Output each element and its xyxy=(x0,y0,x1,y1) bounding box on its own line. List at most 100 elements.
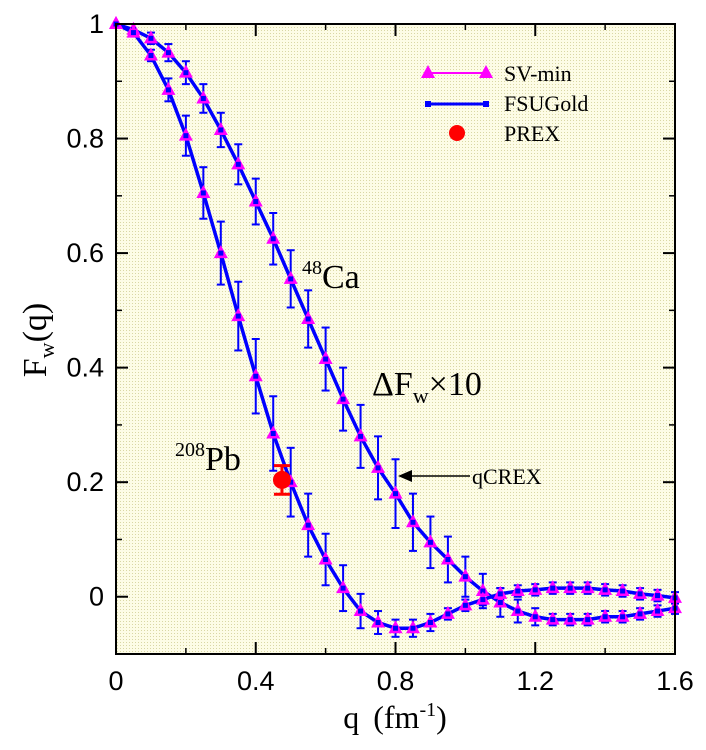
y-tick-label: 0.8 xyxy=(66,124,104,154)
fsugold-marker-208pb xyxy=(375,620,381,625)
y-axis-label-arg: (q) xyxy=(17,303,54,343)
fsugold-marker-208pb xyxy=(253,373,259,379)
legend-prex-label: PREX xyxy=(504,121,560,146)
fsugold-marker-48ca xyxy=(655,608,661,614)
fsugold-marker-208pb xyxy=(497,591,503,597)
x-axis-label: q (fm-1) xyxy=(343,699,447,735)
x-axis-label-unit: (fm xyxy=(373,699,419,735)
fsugold-marker-208pb xyxy=(462,602,468,608)
pb-label: 208Pb xyxy=(175,439,241,478)
delta-sub: w xyxy=(413,383,429,408)
fsugold-marker-208pb xyxy=(655,593,661,599)
y-axis-label-sub: w xyxy=(34,342,59,358)
pb-symbol: Pb xyxy=(205,441,241,478)
fsugold-marker-48ca xyxy=(165,50,171,56)
legend-sv-min-label: SV-min xyxy=(504,61,572,86)
fsugold-marker-208pb xyxy=(410,625,416,631)
y-tick-label: 0.4 xyxy=(66,353,104,383)
fsugold-marker-48ca xyxy=(305,316,311,322)
ca-mass: 48 xyxy=(302,257,322,279)
fsugold-marker-208pb xyxy=(602,587,608,593)
qcrex-arrow-head xyxy=(398,470,412,482)
legend-item-prex: PREX xyxy=(449,121,560,146)
fsugold-marker-48ca xyxy=(358,433,364,439)
legend-item-sv-min: SV-min xyxy=(421,61,572,86)
fsugold-marker-48ca xyxy=(235,161,241,167)
fsugold-marker-48ca xyxy=(497,599,503,605)
delta-main: ΔF xyxy=(372,366,413,403)
fsugold-marker-48ca xyxy=(515,608,521,614)
fsugold-marker-208pb xyxy=(288,479,294,485)
fsugold-marker-48ca xyxy=(183,70,189,76)
fsugold-marker-48ca xyxy=(148,35,154,41)
fsugold-marker-208pb xyxy=(218,250,224,256)
y-axis-label: Fw(q) xyxy=(17,303,59,377)
legend-fsugold-marker-right xyxy=(483,101,489,107)
series-markers xyxy=(109,16,682,634)
fsugold-marker-208pb xyxy=(393,625,398,631)
fsugold-marker-48ca xyxy=(620,614,626,620)
fsugold-marker-208pb xyxy=(130,30,136,36)
fsugold-marker-48ca xyxy=(253,199,259,205)
prex-marker xyxy=(272,470,291,489)
fsugold-marker-48ca xyxy=(393,491,398,497)
x-axis-label-exp: -1 xyxy=(419,699,436,721)
fsugold-marker-48ca xyxy=(445,557,451,562)
legend-item-fsugold: FSUGold xyxy=(425,91,588,116)
legend-sv-min-marker-left xyxy=(421,65,435,78)
x-tick-label: 0 xyxy=(108,666,123,696)
fsugold-marker-48ca xyxy=(602,614,608,620)
legend-sv-min-marker-right xyxy=(479,65,493,78)
legend: SV-min FSUGold PREX xyxy=(421,61,588,146)
fsugold-marker-208pb xyxy=(585,585,591,591)
fsugold-marker-208pb xyxy=(358,608,364,614)
fsugold-marker-48ca xyxy=(200,95,206,101)
plot-background xyxy=(116,24,675,654)
fsugold-marker-48ca xyxy=(288,276,294,282)
y-axis-label-main: F xyxy=(17,358,54,377)
prex-point xyxy=(272,464,291,496)
plot-frame xyxy=(115,23,676,655)
delta-tail: ×10 xyxy=(429,366,482,403)
fsugold-marker-48ca xyxy=(480,588,486,594)
delta-label: ΔFw×10 xyxy=(372,366,482,408)
pb-mass: 208 xyxy=(175,439,205,461)
fsugold-marker-48ca xyxy=(550,617,556,623)
fsugold-marker-48ca xyxy=(567,617,573,623)
x-axis-label-close: ) xyxy=(436,699,447,735)
fsugold-marker-208pb xyxy=(200,190,206,196)
legend-fsugold-marker-left xyxy=(425,101,431,107)
fsugold-marker-48ca xyxy=(323,356,329,362)
qcrex-annotation: qCREX xyxy=(398,464,542,489)
fsugold-marker-48ca xyxy=(218,127,224,133)
fsugold-marker-208pb xyxy=(305,522,311,528)
qcrex-label: qCREX xyxy=(472,464,542,489)
y-tick-label: 0.6 xyxy=(66,238,104,268)
fsugold-marker-208pb xyxy=(148,53,154,58)
ca-label: 48Ca xyxy=(302,257,360,296)
legend-fsugold-label: FSUGold xyxy=(504,91,588,116)
y-tick-label: 0.2 xyxy=(66,467,104,497)
fsugold-marker-208pb xyxy=(515,588,521,594)
x-tick-label: 0.8 xyxy=(377,666,415,696)
fsugold-marker-48ca xyxy=(375,465,381,471)
fsugold-marker-208pb xyxy=(445,611,451,617)
fsugold-marker-48ca xyxy=(585,617,591,623)
x-axis-label-main: q xyxy=(343,699,359,735)
fsugold-marker-208pb xyxy=(340,585,346,591)
fsugold-marker-208pb xyxy=(480,597,486,603)
fsugold-marker-48ca xyxy=(270,236,276,242)
legend-prex-marker xyxy=(449,125,465,141)
fsugold-marker-48ca xyxy=(340,396,346,402)
y-tick-label: 0 xyxy=(89,582,104,612)
fsugold-marker-208pb xyxy=(637,591,643,597)
tick-labels: 0 0.4 0.8 1.2 1.6 0 0.2 0.4 0.6 0.8 1 xyxy=(66,9,693,696)
fsugold-marker-48ca xyxy=(462,574,468,580)
x-tick-label: 1.6 xyxy=(656,666,694,696)
fsugold-marker-208pb xyxy=(550,585,556,591)
y-tick-label: 1 xyxy=(89,9,104,39)
fsugold-marker-208pb xyxy=(620,588,626,594)
x-tick-label: 0.4 xyxy=(237,666,275,696)
fsugold-marker-48ca xyxy=(427,539,433,545)
